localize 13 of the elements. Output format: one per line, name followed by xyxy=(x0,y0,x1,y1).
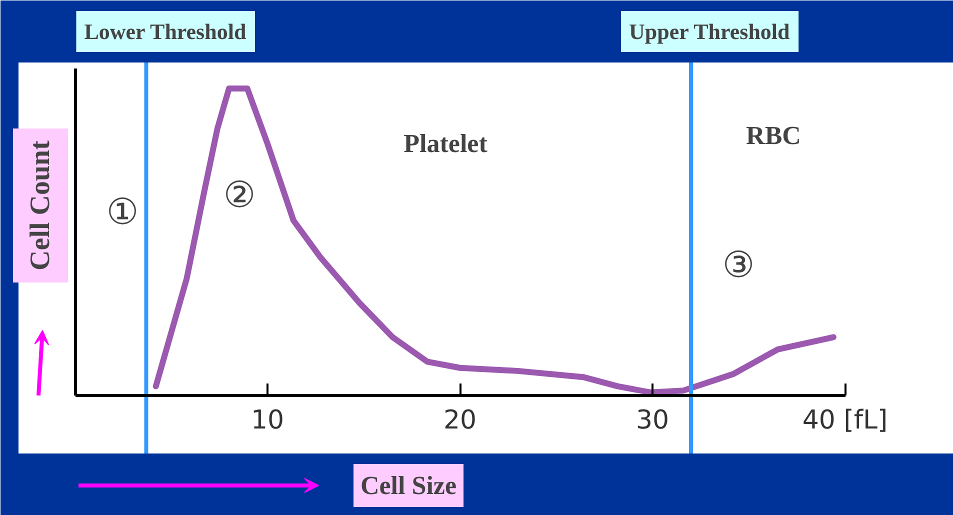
x-tick-label: 10 xyxy=(250,406,284,436)
ref-line-label: Upper Threshold xyxy=(629,19,790,44)
x-tick-label: 40 [fL] xyxy=(802,406,888,436)
annotation: ① xyxy=(106,192,139,233)
x-tick-label: 30 xyxy=(636,406,670,436)
x-tick-label: 20 xyxy=(443,406,477,436)
y-axis-title: Cell Count xyxy=(25,140,56,270)
annotation: RBC xyxy=(746,121,801,150)
annotation: Platelet xyxy=(404,129,488,158)
ref-line-label: Lower Threshold xyxy=(84,19,246,44)
x-axis-title: Cell Size xyxy=(360,471,457,500)
annotation: ② xyxy=(223,175,256,216)
annotation: ③ xyxy=(722,245,755,286)
